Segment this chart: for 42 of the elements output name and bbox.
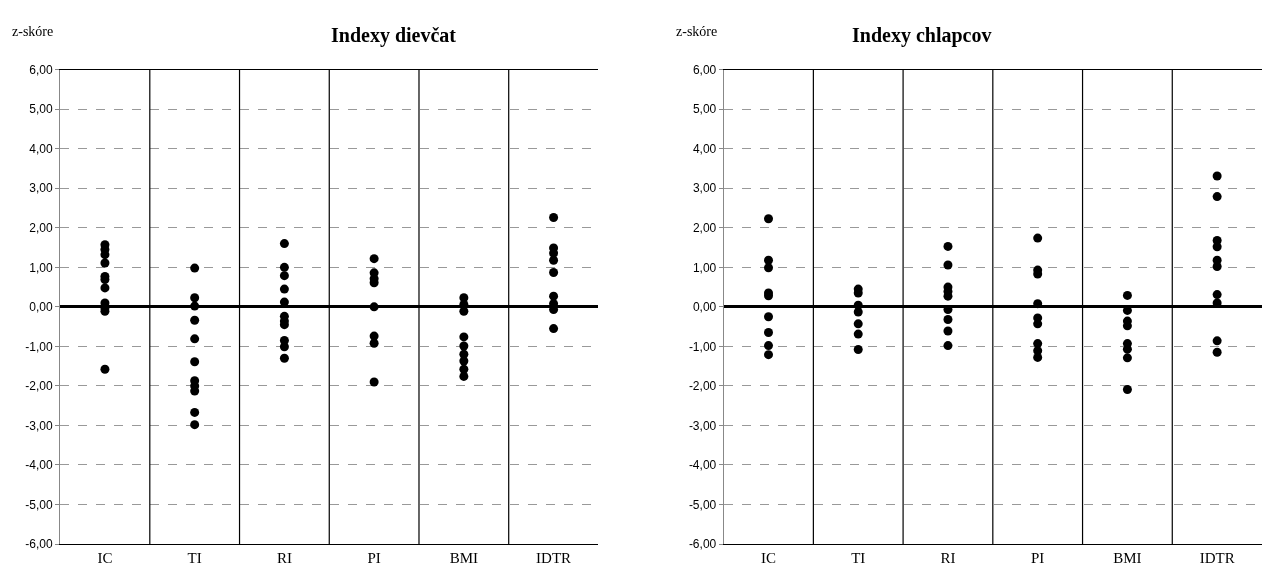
x-tick-label: IDTR: [1199, 550, 1235, 566]
y-tick-label: -5,00: [688, 497, 717, 512]
y-tick-label: -5,00: [25, 497, 53, 512]
y-tick-label: 1,00: [692, 260, 717, 275]
y-tick-label: 1,00: [29, 260, 53, 275]
x-tick-label: IDTR: [536, 550, 572, 566]
y-tick-label: -6,00: [688, 537, 717, 552]
y-tick-label: 0,00: [29, 300, 53, 315]
y-tick-label: -3,00: [25, 418, 53, 433]
x-tick-label: BMI: [1113, 550, 1142, 566]
y-tick-label: -1,00: [25, 339, 53, 354]
chart-title: Indexy dievčat: [331, 24, 457, 47]
x-tick-label: RI: [940, 550, 956, 566]
x-tick-label: BMI: [449, 550, 479, 566]
y-tick-label: 4,00: [692, 141, 717, 156]
y-tick-label: 3,00: [692, 181, 717, 196]
y-tick-label: -4,00: [688, 458, 717, 473]
y-axis-title: z-skóre: [676, 24, 718, 39]
y-tick-label: -3,00: [688, 418, 717, 433]
y-tick-label: 0,00: [692, 300, 717, 315]
y-tick-label: -2,00: [688, 379, 717, 394]
y-tick-label: 5,00: [29, 102, 53, 117]
x-tick-label: PI: [1031, 550, 1045, 566]
chart-title: Indexy chlapcov: [852, 24, 992, 47]
x-tick-label: TI: [851, 550, 866, 566]
y-tick-label: 5,00: [692, 102, 717, 117]
y-tick-label: 4,00: [29, 141, 53, 156]
x-tick-label: IC: [761, 550, 776, 566]
x-tick-label: RI: [276, 550, 292, 566]
x-tick-label: IC: [97, 550, 113, 566]
y-tick-label: -6,00: [25, 537, 53, 552]
y-tick-label: 2,00: [692, 221, 717, 235]
x-tick-label: PI: [367, 550, 381, 566]
y-tick-label: 3,00: [29, 181, 53, 196]
y-tick-label: 6,00: [29, 62, 53, 77]
y-tick-label: -1,00: [688, 339, 717, 354]
y-tick-label: 6,00: [692, 62, 717, 77]
x-tick-label: TI: [187, 550, 202, 566]
y-tick-label: -4,00: [25, 458, 53, 473]
y-tick-label: -2,00: [25, 379, 53, 394]
y-tick-label: 2,00: [29, 221, 53, 235]
y-axis-title: z-skóre: [12, 24, 54, 39]
